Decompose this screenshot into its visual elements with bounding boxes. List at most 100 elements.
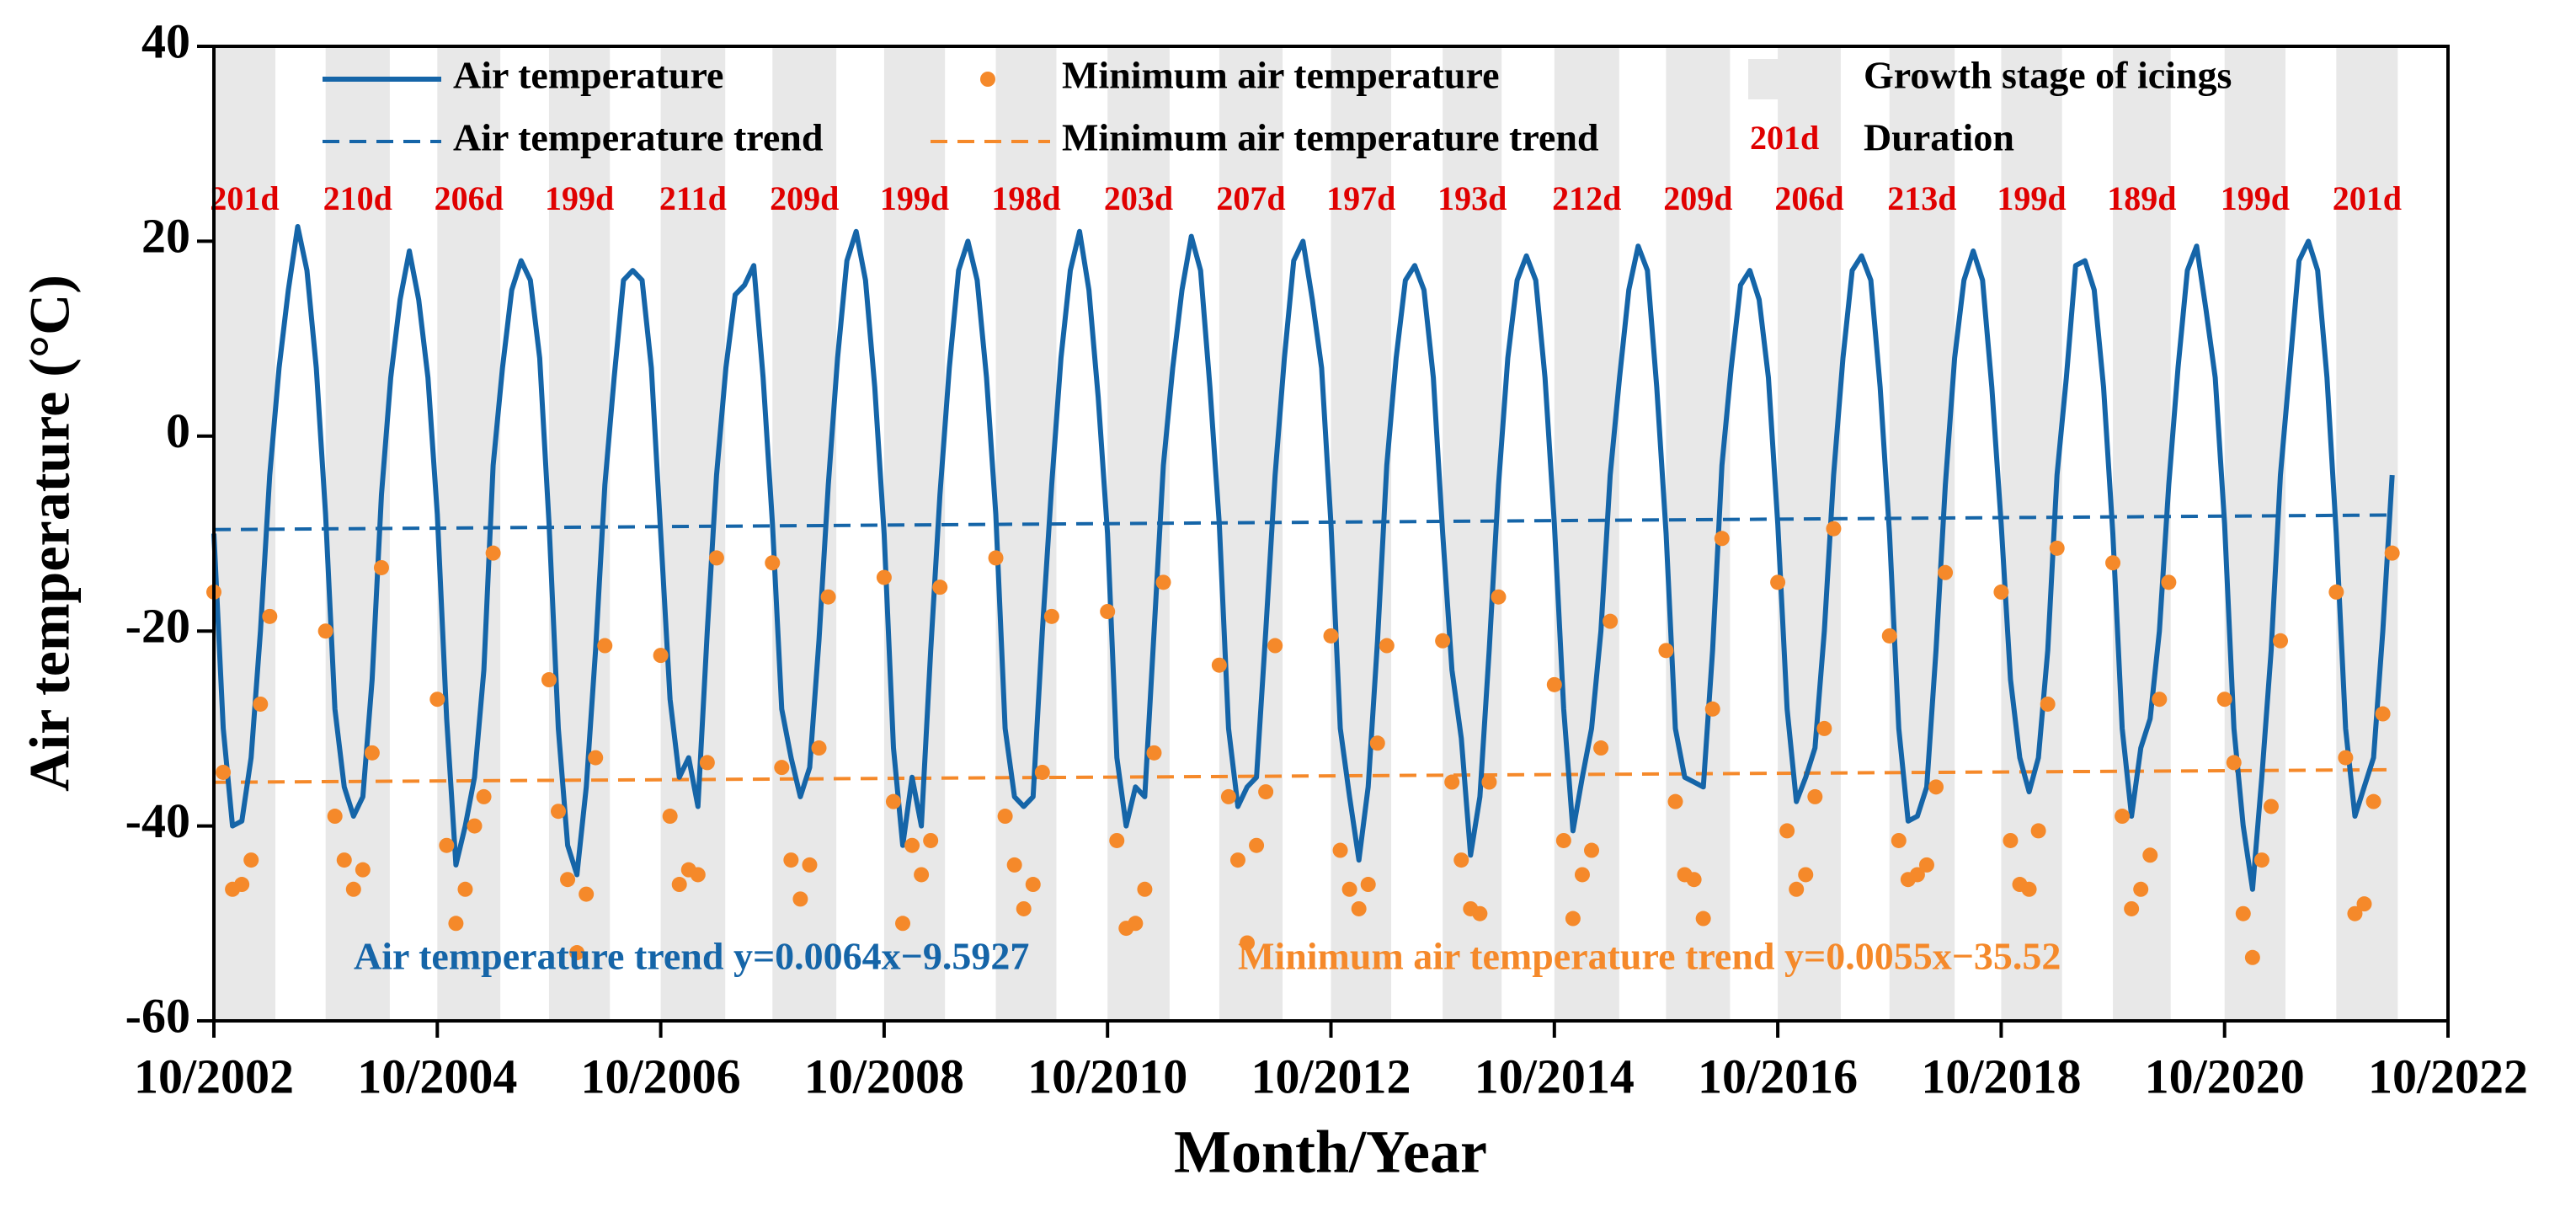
foreground-layer: 201d 210d 206d 199d 211d 209d 199d 198d 203d 207d… (125, 13, 2528, 1103)
minimum-temperature-point (1220, 788, 1236, 804)
x-tick-label: 10/2002 (134, 1049, 294, 1103)
minimum-temperature-point (373, 559, 389, 575)
y-tick-label: 20 (141, 209, 190, 264)
minimum-temperature-point (1249, 837, 1265, 853)
minimum-temperature-point (1686, 872, 1702, 888)
x-tick-label: 10/2010 (1027, 1049, 1187, 1103)
minimum-temperature-point (1006, 857, 1022, 873)
minimum-temperature-point (1667, 793, 1683, 809)
x-tick-label: 10/2006 (581, 1049, 741, 1103)
minimum-temperature-point (1938, 564, 1954, 580)
duration-label: 199d (1997, 179, 2066, 217)
minimum-temperature-point (1435, 633, 1451, 649)
minimum-temperature-point (690, 867, 706, 883)
air-temperature-line (211, 224, 2395, 892)
minimum-temperature-point (2124, 900, 2140, 916)
duration-label: 199d (2221, 179, 2290, 217)
minimum-temperature-point (1016, 900, 1032, 916)
minimum-temperature-point (2375, 706, 2391, 722)
minimum-temperature-point (2365, 793, 2381, 809)
legend-band (1748, 59, 1839, 99)
minimum-temperature-point (1351, 900, 1367, 916)
minimum-temperature-point (1332, 842, 1348, 858)
duration-label: 213d (1887, 179, 1956, 217)
minimum-temperature-point (885, 793, 901, 809)
minimum-temperature-point (1704, 701, 1720, 717)
growth-stage-band (1443, 46, 1502, 1021)
duration-label: 207d (1216, 179, 1285, 217)
minimum-temperature-point (1491, 589, 1507, 605)
minimum-temperature-point (1444, 774, 1460, 790)
minimum-temperature-point (243, 852, 259, 868)
x-tick-label: 10/2016 (1698, 1049, 1858, 1103)
minimum-temperature-point (699, 755, 715, 771)
minimum-temperature-point (1798, 867, 1814, 883)
minimum-temperature-point (2142, 847, 2158, 863)
legend-dot (980, 72, 995, 87)
legend-label: Air temperature (453, 54, 723, 97)
minimum-temperature-point (2235, 905, 2251, 921)
minimum-temperature-point (355, 862, 371, 878)
minimum-temperature-point (336, 852, 352, 868)
minimum-temperature-point (1360, 877, 1376, 893)
minimum-temperature-point (811, 740, 827, 756)
minimum-temperature-point (988, 550, 1004, 566)
minimum-temperature-point (904, 837, 920, 853)
minimum-temperature-point (1928, 779, 1944, 795)
minimum-temperature-point (2152, 692, 2168, 708)
minimum-temperature-point (1043, 608, 1059, 624)
minimum-temperature-point (708, 550, 724, 566)
y-axis-title: Air temperature (°C) (18, 275, 82, 792)
minimum-temperature-point (588, 750, 604, 766)
legend-label: Air temperature trend (453, 116, 824, 159)
minimum-temperature-point (671, 877, 687, 893)
minimum-temperature-point (802, 857, 818, 873)
minimum-temperature-point (1211, 657, 1227, 673)
minimum-temperature-point (1891, 832, 1907, 848)
minimum-temperature-point (1593, 740, 1609, 756)
background-layer (214, 46, 2398, 1021)
minimum-temperature-point (317, 623, 333, 639)
minimum-temperature-point (1240, 935, 1256, 951)
minimum-temperature-point (783, 852, 799, 868)
minimum-temperature-point (1714, 531, 1730, 547)
minimum-temperature-point (1603, 613, 1619, 629)
duration-label: 211d (659, 179, 727, 217)
x-tick-label: 10/2020 (2145, 1049, 2305, 1103)
duration-label: 199d (880, 179, 949, 217)
minimum-temperature-point (2384, 545, 2400, 561)
minimum-temperature-point (1807, 788, 1823, 804)
minimum-temperature-point (476, 788, 492, 804)
minimum-temperature-point (1574, 867, 1590, 883)
minimum-temperature-point (2253, 852, 2269, 868)
minimum-temperature-point (774, 760, 790, 776)
duration-label: 209d (770, 179, 839, 217)
minimum-temperature-point (2161, 574, 2177, 590)
minimum-temperature-point (1993, 584, 2009, 600)
x-tick-label: 10/2022 (2368, 1049, 2528, 1103)
duration-label: 199d (545, 179, 614, 217)
minimum-temperature-point (1369, 735, 1385, 751)
minimum-temperature-point (1453, 852, 1469, 868)
minimum-temperature-point (1100, 604, 1116, 620)
minimum-temperature-point (234, 877, 250, 893)
minimum-temperature-point (876, 569, 892, 585)
minimum-temperature-point (448, 916, 464, 932)
minimum-temperature-point (2216, 692, 2232, 708)
x-tick-label: 10/2012 (1251, 1049, 1411, 1103)
duration-label: 210d (323, 179, 392, 217)
minimum-temperature-point (2040, 696, 2056, 712)
minimum-temperature-point (1816, 720, 1832, 736)
legend-label: Duration (1864, 116, 2014, 159)
minimum-temperature-point (1109, 832, 1125, 848)
duration-label: 203d (1104, 179, 1173, 217)
minimum-temperature-point (2226, 755, 2242, 771)
minimum-temperature-point (2263, 798, 2279, 814)
minimum-temperature-point (1555, 832, 1571, 848)
y-tick-label: 40 (141, 13, 190, 68)
duration-label: 209d (1663, 179, 1732, 217)
minimum-temperature-point (1267, 638, 1283, 654)
trend-equation: Minimum air temperature trend y=0.0055x−… (1238, 935, 2061, 978)
minimum-temperature-point (364, 745, 380, 761)
